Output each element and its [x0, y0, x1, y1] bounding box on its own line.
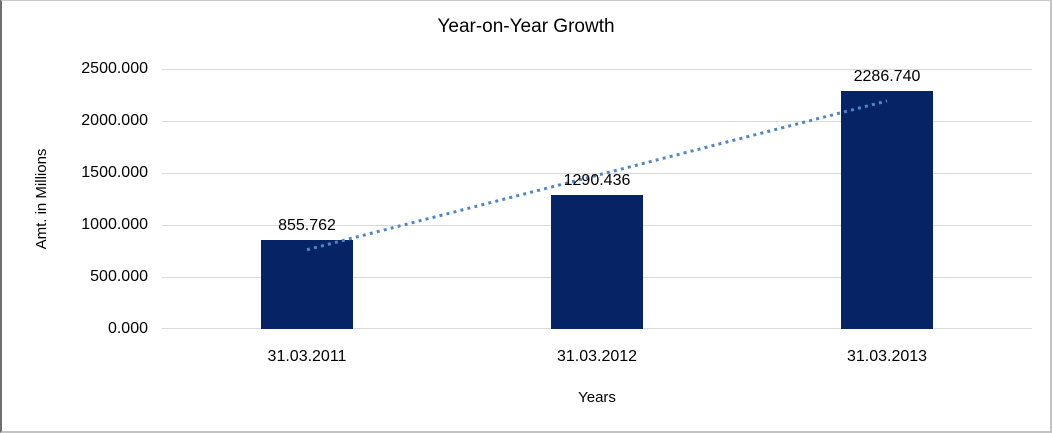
bar-value-label: 855.762	[278, 217, 336, 234]
x-tick-label: 31.03.2012	[556, 348, 638, 365]
y-tick-label: 500.000	[90, 268, 148, 285]
x-tick-label: 31.03.2011	[267, 348, 347, 365]
plot-area: 855.762 1290.436 2286.740	[162, 68, 1032, 329]
chart-title: Year-on-Year Growth	[437, 16, 615, 37]
trendline-dotted-segment	[306, 99, 888, 252]
gridline	[162, 121, 1032, 122]
y-tick-label: 1000.000	[81, 216, 148, 233]
y-tick-label: 1500.000	[81, 164, 148, 181]
bar-value-label: 1290.436	[563, 171, 631, 189]
x-axis-title: Years	[578, 389, 616, 406]
y-tick-label: 2500.000	[81, 60, 148, 77]
y-tick-label: 0.000	[107, 320, 148, 337]
y-tick-label: 2000.000	[81, 112, 148, 129]
bar	[841, 91, 933, 329]
gridline	[162, 69, 1032, 70]
bar	[551, 194, 643, 329]
gridline	[162, 173, 1032, 174]
bar	[261, 240, 353, 329]
bar-value-label: 2286.740	[853, 68, 921, 86]
x-tick-label: 31.03.2013	[846, 348, 928, 365]
trendline	[306, 99, 888, 252]
